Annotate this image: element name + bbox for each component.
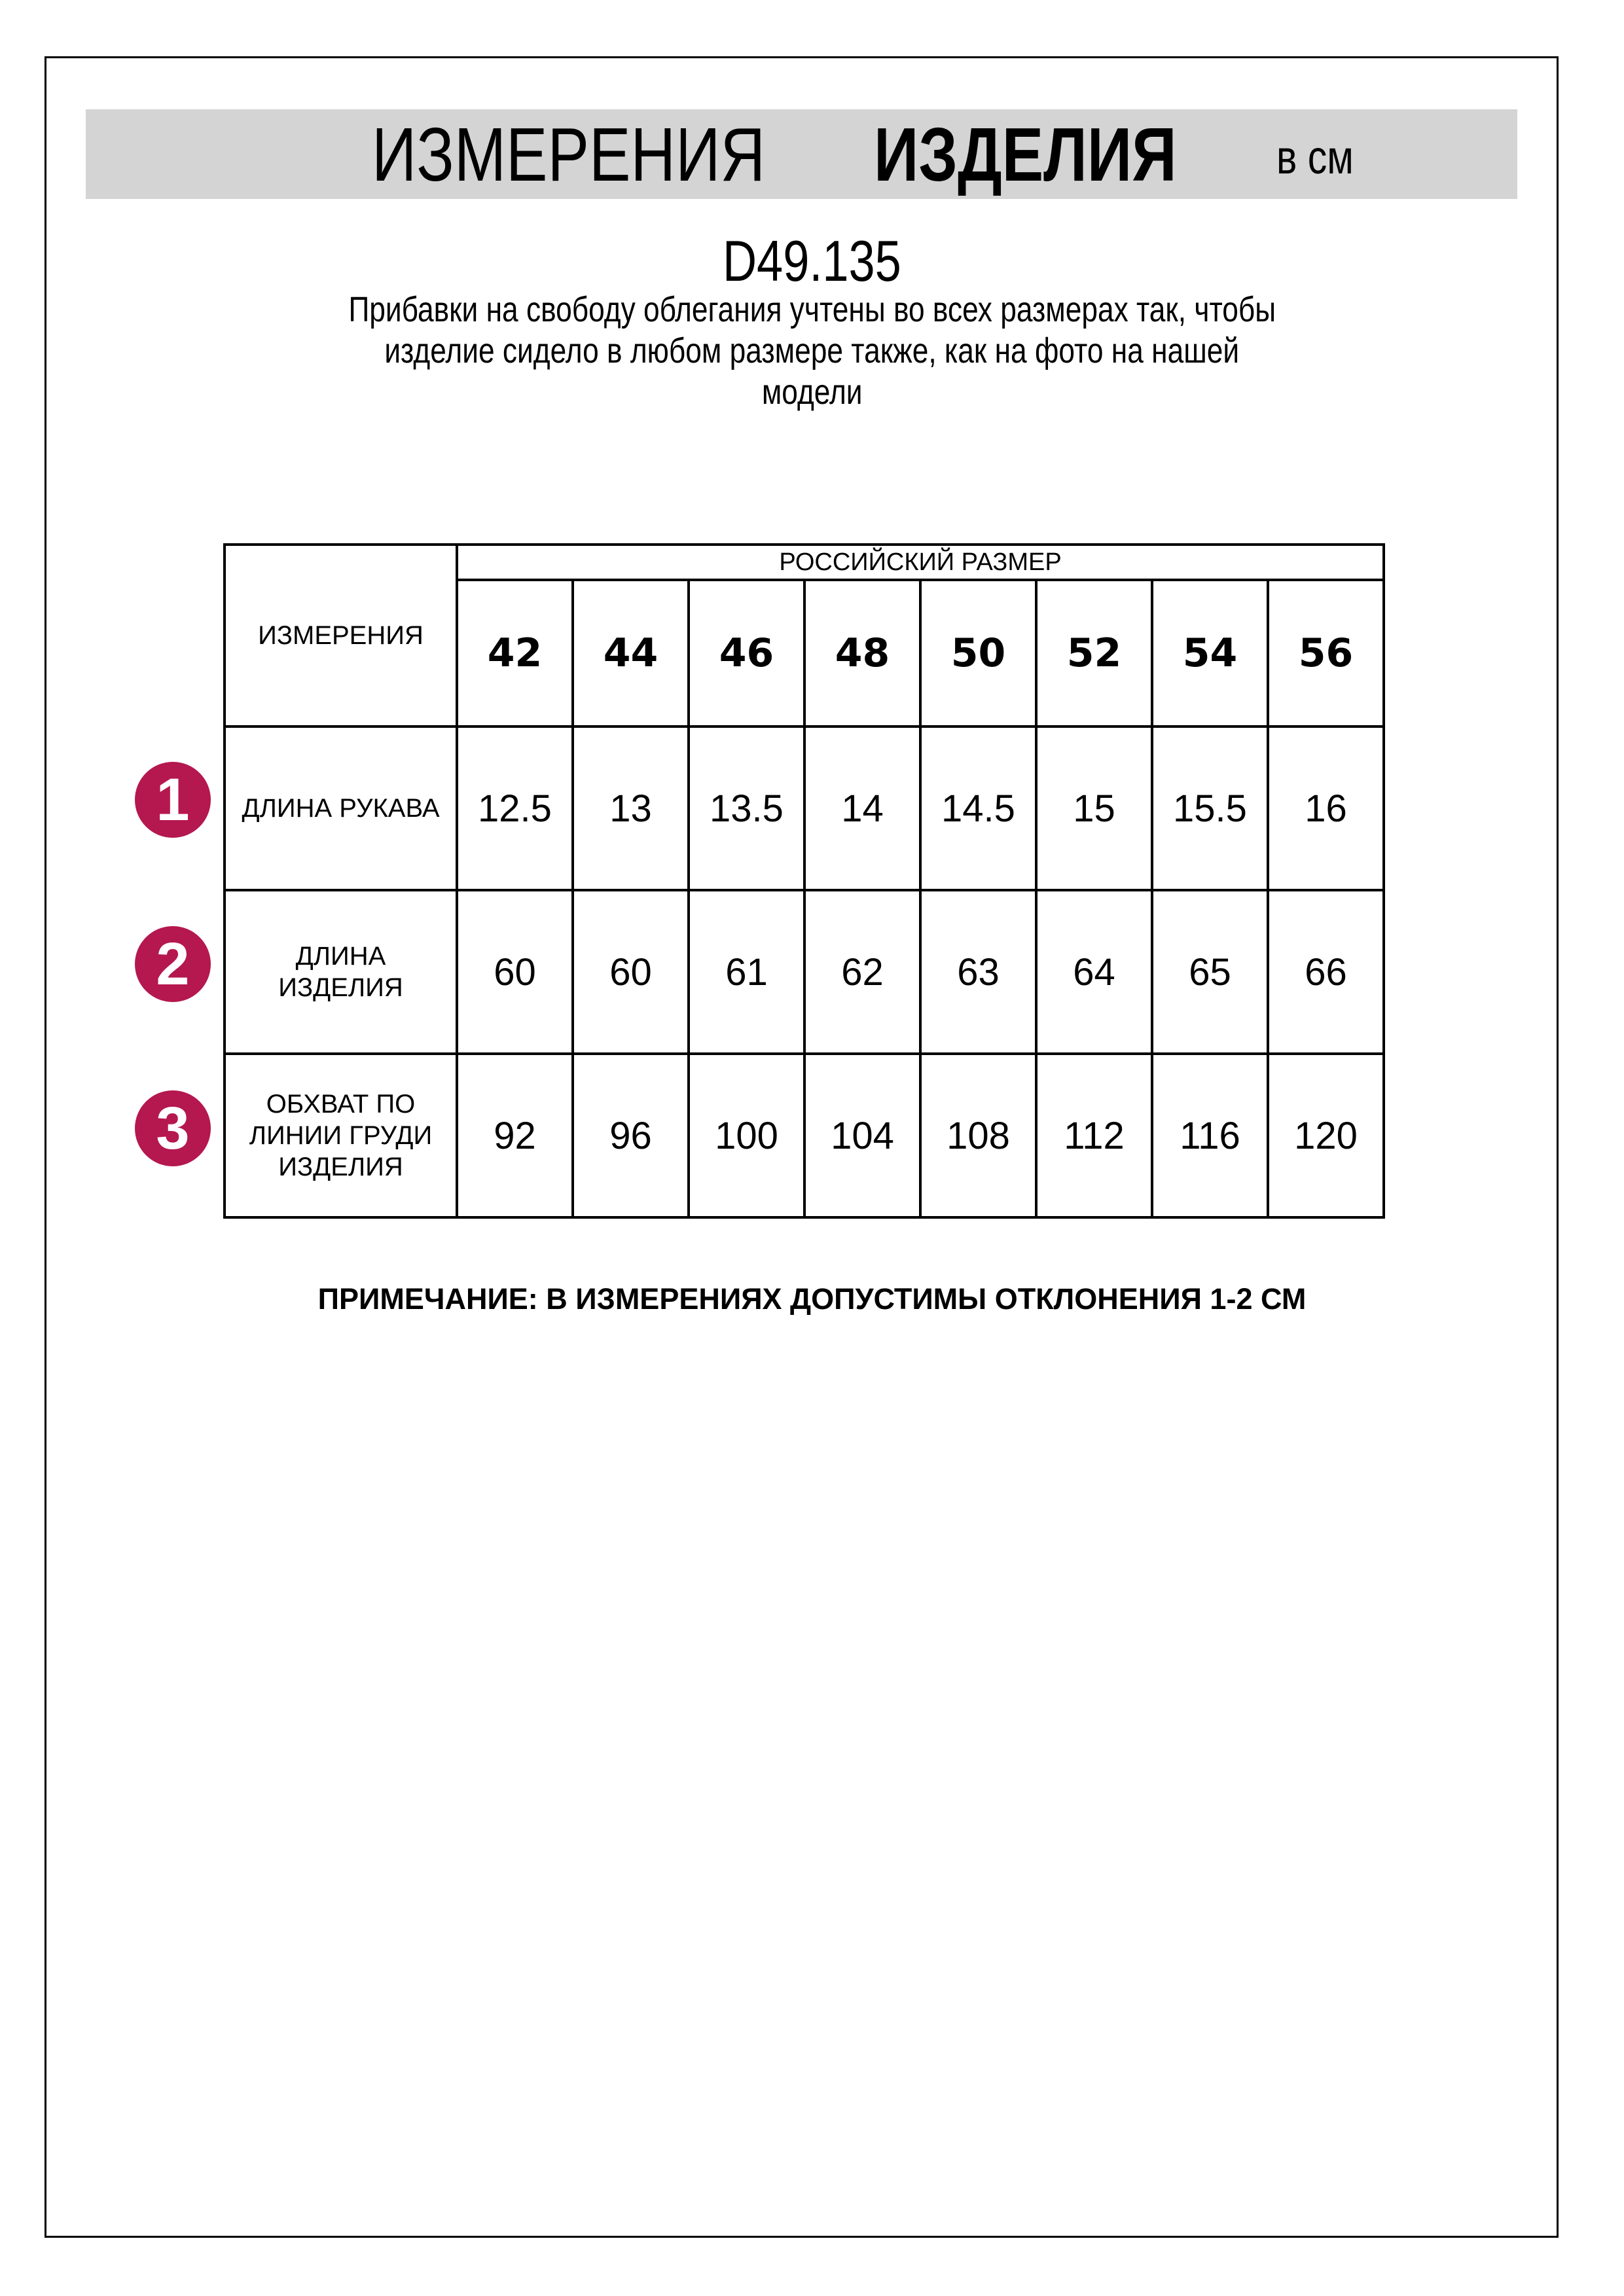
number-badge: 3 (135, 1090, 211, 1166)
table-cell: 63 (919, 889, 1038, 1055)
size-54: 54 (1151, 579, 1269, 728)
size-50: 50 (919, 579, 1038, 728)
number-badge: 2 (135, 926, 211, 1002)
table-cell: 14.5 (919, 725, 1038, 891)
table-cell: 100 (687, 1052, 806, 1219)
size-table: ИЗМЕРЕНИЯ РОССИЙСКИЙ РАЗМЕР 42 44 46 48 50 52… (223, 543, 1385, 1219)
table-cell: 60 (456, 889, 574, 1055)
table-cell: 108 (919, 1052, 1038, 1219)
size-44: 44 (571, 579, 690, 728)
table-cell: 13.5 (687, 725, 806, 891)
size-48: 48 (803, 579, 922, 728)
size-52: 52 (1035, 579, 1153, 728)
table-cell: 12.5 (456, 725, 574, 891)
table-cell: 61 (687, 889, 806, 1055)
table-cell: 15 (1035, 725, 1153, 891)
row-label: ДЛИНА ИЗДЕЛИЯ (223, 889, 458, 1055)
product-code-text: D49.135 (723, 228, 901, 293)
table-cell: 16 (1267, 725, 1385, 891)
table-cell: 15.5 (1151, 725, 1269, 891)
measure-header: ИЗМЕРЕНИЯ (223, 543, 458, 728)
table-cell: 66 (1267, 889, 1385, 1055)
table-cell: 14 (803, 725, 922, 891)
title-regular: ИЗМЕРЕНИЯ (372, 117, 852, 192)
page-border (45, 56, 1559, 2238)
title-unit: в см (1276, 134, 1371, 181)
row-label: ОБХВАТ ПО ЛИНИИ ГРУДИ ИЗДЕЛИЯ (223, 1052, 458, 1219)
size-42: 42 (456, 579, 574, 728)
table-body: ДЛИНА РУКАВА 12.5 13 13.5 14 14.5 15 15.5 16 ДЛИН… (223, 725, 1385, 1219)
row-label-line: ОБХВАТ ПО (266, 1090, 416, 1119)
row-label: ДЛИНА РУКАВА (223, 725, 458, 891)
table-cell: 92 (456, 1052, 574, 1219)
description-text: изделие сидело в любом размере также, ка… (384, 331, 1240, 370)
title-unit-text: в см (1276, 132, 1354, 184)
table-header-row: ИЗМЕРЕНИЯ РОССИЙСКИЙ РАЗМЕР (223, 543, 1385, 728)
note: ПРИМЕЧАНИЕ: В ИЗМЕРЕНИЯХ ДОПУСТИМЫ ОТКЛО… (317, 1282, 1307, 1316)
table-cell: 96 (571, 1052, 690, 1219)
table-cell: 120 (1267, 1052, 1385, 1219)
row-label-line: ИЗДЕЛИЯ (278, 973, 403, 1002)
table-row: ДЛИНА ИЗДЕЛИЯ 60 60 61 62 63 64 65 66 (223, 889, 1385, 1055)
size-group-header: РОССИЙСКИЙ РАЗМЕР (456, 543, 1385, 581)
row-label-line: ДЛИНА (295, 942, 386, 971)
table-cell: 104 (803, 1052, 922, 1219)
title-bold: ИЗДЕЛИЯ (874, 117, 1243, 192)
table-cell: 62 (803, 889, 922, 1055)
row-label-line: ИЗДЕЛИЯ (278, 1153, 403, 1181)
table-cell: 13 (571, 725, 690, 891)
table-row: ОБХВАТ ПО ЛИНИИ ГРУДИ ИЗДЕЛИЯ 92 96 100 104 108… (223, 1052, 1385, 1219)
product-code: D49.135 (0, 232, 1624, 290)
description-text: Прибавки на свободу облегания учтены во … (348, 290, 1276, 329)
size-56: 56 (1267, 579, 1385, 728)
description-line: модели (0, 374, 1624, 410)
sizes-row: 42 44 46 48 50 52 54 56 (225, 579, 1385, 728)
description-line: изделие сидело в любом размере также, ка… (0, 333, 1624, 368)
title-regular-text: ИЗМЕРЕНИЯ (372, 112, 766, 197)
table-cell: 112 (1035, 1052, 1153, 1219)
size-46: 46 (687, 579, 806, 728)
title-bold-text: ИЗДЕЛИЯ (874, 112, 1177, 197)
number-badge: 1 (135, 762, 211, 838)
description-text: модели (761, 372, 863, 412)
table-cell: 116 (1151, 1052, 1269, 1219)
table-row: ДЛИНА РУКАВА 12.5 13 13.5 14 14.5 15 15.5 16 (223, 725, 1385, 891)
table-cell: 64 (1035, 889, 1153, 1055)
header-band (86, 109, 1517, 199)
description-line: Прибавки на свободу облегания учтены во … (0, 292, 1624, 327)
table-cell: 65 (1151, 889, 1269, 1055)
table-cell: 60 (571, 889, 690, 1055)
row-label-line: ЛИНИИ ГРУДИ (249, 1121, 433, 1150)
row-label-line: ДЛИНА РУКАВА (242, 794, 440, 823)
